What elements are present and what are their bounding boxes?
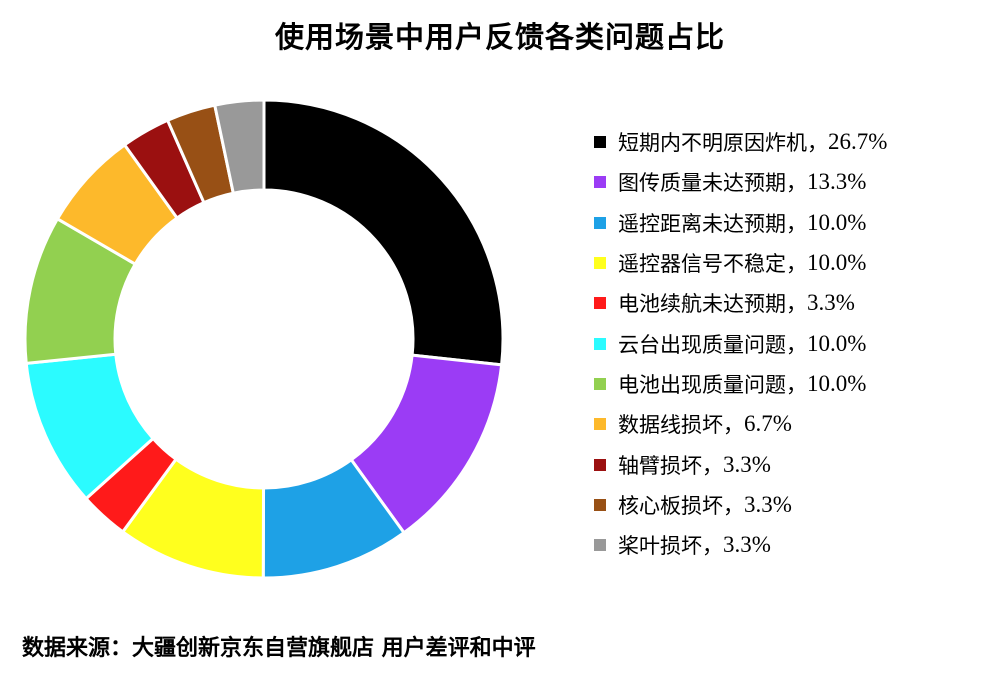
legend-value: 3.3%: [723, 451, 771, 477]
legend-swatch: [594, 337, 606, 350]
legend-label: 电池续航未达预期，: [618, 292, 807, 317]
legend-value: 10.0%: [807, 370, 867, 396]
legend-label: 遥控距离未达预期，: [618, 211, 807, 236]
legend-item-2: 图传质量未达预期， 13.3%: [594, 162, 887, 202]
donut-slice-1: [262, 98, 505, 367]
legend-swatch: [594, 176, 606, 189]
legend-swatch: [594, 458, 606, 471]
legend-value: 26.7%: [828, 129, 888, 155]
legend-item-5: 电池续航未达预期， 3.3%: [594, 283, 887, 323]
legend-item-3: 遥控距离未达预期， 10.0%: [594, 203, 887, 243]
data-source-note: 数据来源：大疆创新京东自营旗舰店 用户差评和中评: [22, 636, 536, 661]
legend-label: 短期内不明原因炸机，: [618, 131, 828, 156]
legend-item-7: 电池出现质量问题， 10.0%: [594, 364, 887, 404]
legend-item-9: 轴臂损坏， 3.3%: [594, 444, 887, 484]
legend-label: 轴臂损坏，: [618, 453, 723, 478]
legend-value: 3.3%: [744, 491, 792, 517]
legend-value: 6.7%: [744, 411, 792, 437]
legend-item-10: 核心板损坏， 3.3%: [594, 485, 887, 525]
legend-swatch: [594, 498, 606, 511]
legend-label: 桨叶损坏，: [618, 534, 723, 559]
legend-value: 10.0%: [807, 330, 867, 356]
chart-title: 使用场景中用户反馈各类问题占比: [274, 20, 725, 54]
legend-item-4: 遥控器信号不稳定， 10.0%: [594, 243, 887, 283]
legend-swatch: [594, 136, 606, 149]
legend-value: 10.0%: [807, 209, 867, 235]
legend-swatch: [594, 297, 606, 310]
legend: 短期内不明原因炸机， 26.7% 图传质量未达预期， 13.3% 遥控距离未达预期， 10…: [594, 122, 887, 565]
legend-label: 遥控器信号不稳定，: [618, 252, 807, 277]
legend-swatch: [594, 418, 606, 431]
legend-item-8: 数据线损坏， 6.7%: [594, 404, 887, 444]
legend-label: 云台出现质量问题，: [618, 332, 807, 357]
legend-label: 电池出现质量问题，: [618, 372, 807, 397]
legend-value: 3.3%: [723, 532, 771, 558]
legend-item-1: 短期内不明原因炸机， 26.7%: [594, 122, 887, 162]
legend-value: 3.3%: [807, 290, 855, 316]
legend-swatch: [594, 257, 606, 270]
legend-value: 10.0%: [807, 250, 867, 276]
legend-swatch: [594, 539, 606, 552]
legend-item-11: 桨叶损坏， 3.3%: [594, 525, 887, 565]
legend-label: 图传质量未达预期，: [618, 171, 807, 196]
legend-swatch: [594, 377, 606, 390]
legend-label: 核心板损坏，: [618, 493, 744, 518]
legend-swatch: [594, 216, 606, 229]
legend-item-6: 云台出现质量问题， 10.0%: [594, 323, 887, 363]
legend-label: 数据线损坏，: [618, 413, 744, 438]
donut-slice-11: [212, 98, 266, 195]
legend-value: 13.3%: [807, 169, 867, 195]
